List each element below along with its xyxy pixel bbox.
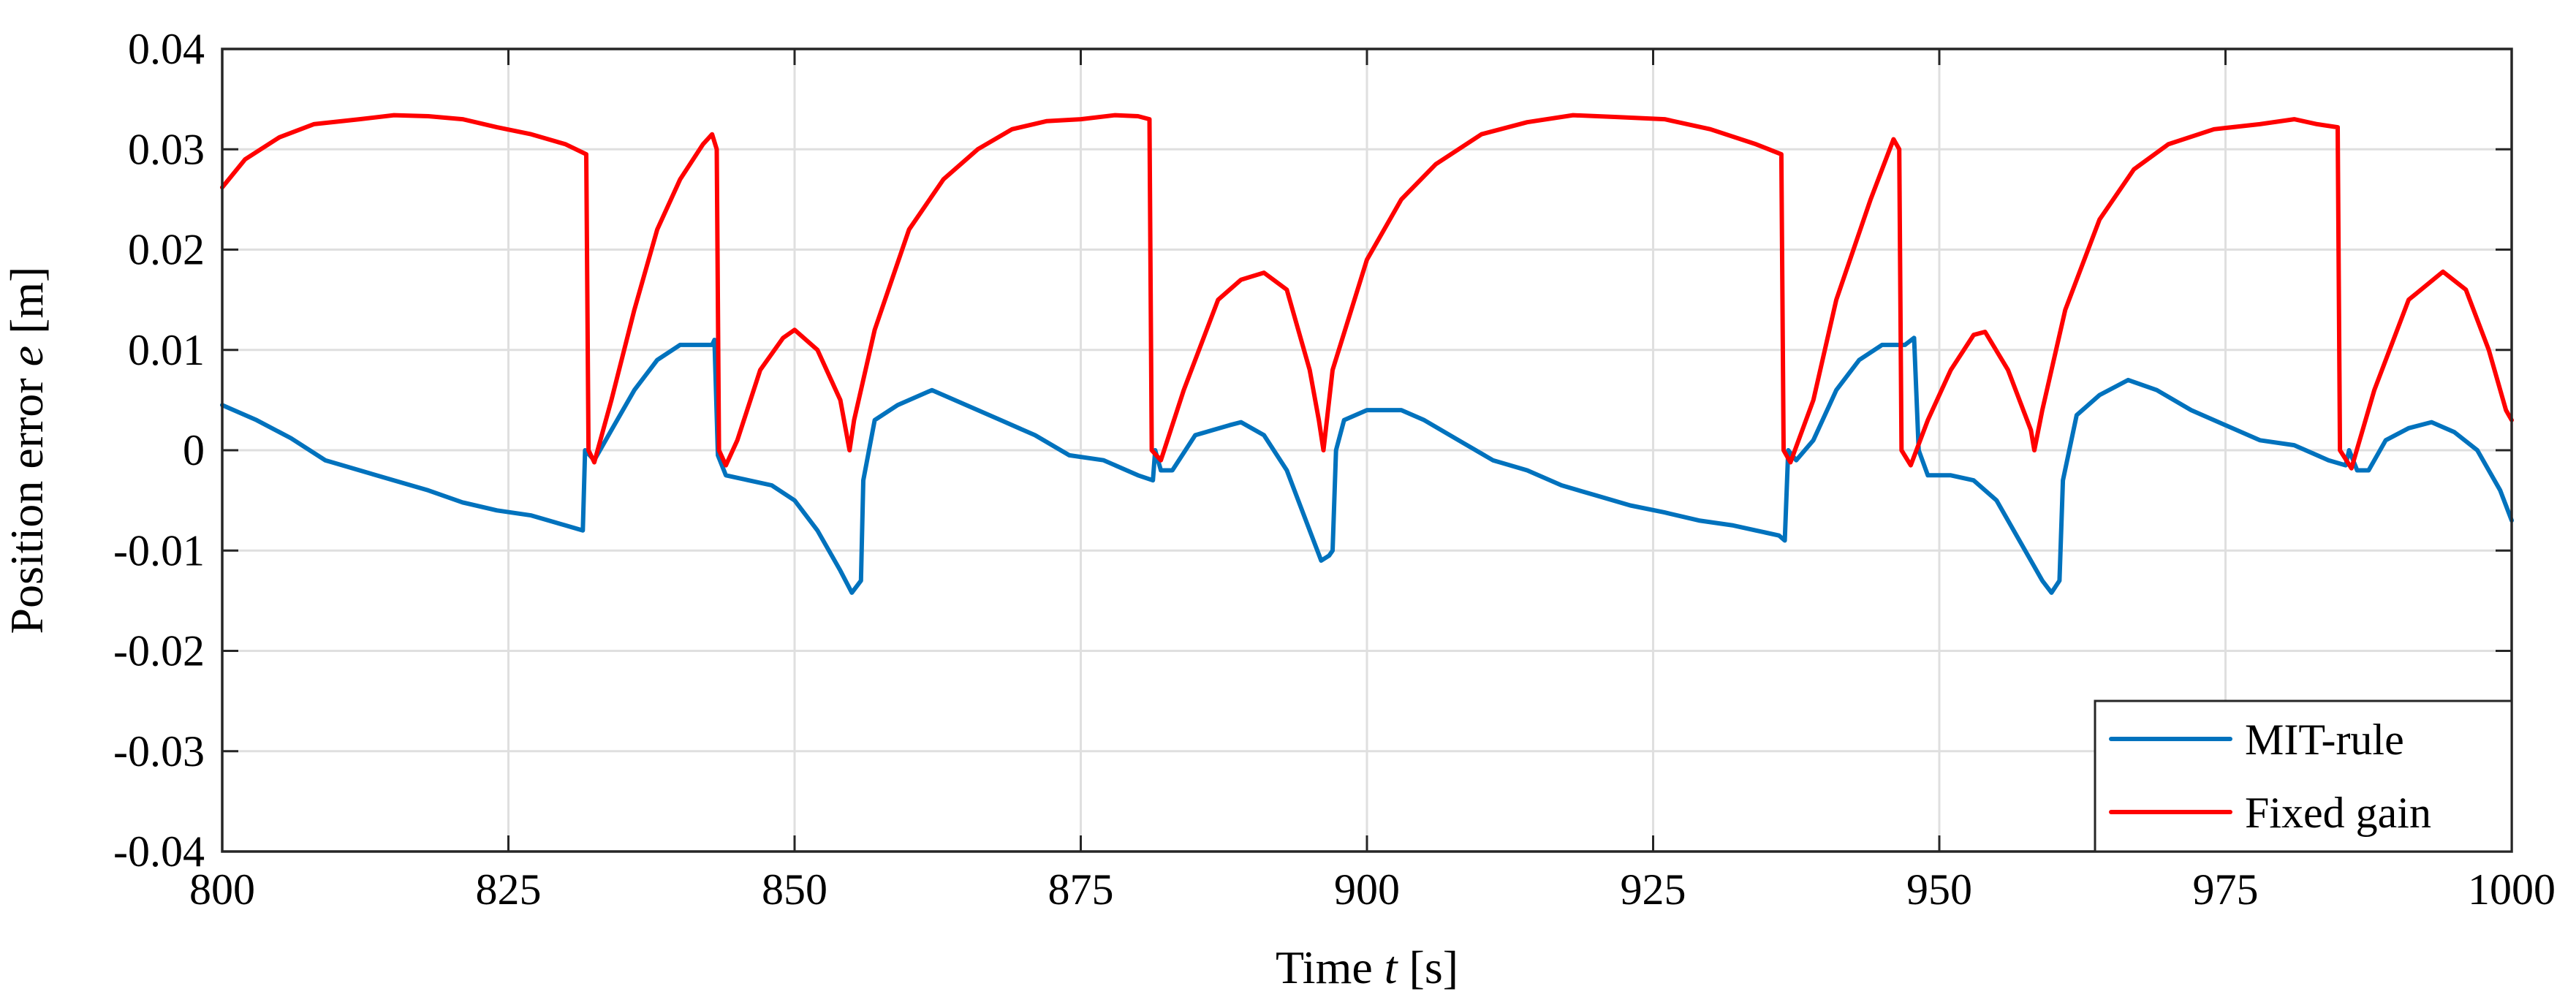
y-tick-label: 0.03	[128, 125, 205, 173]
x-tick-label: 975	[2193, 865, 2259, 914]
legend: MIT-rule Fixed gain	[2094, 699, 2513, 853]
x-tick-labels: 800 825 850 875 900 925 950 975 1000	[189, 865, 2556, 914]
x-axis-label: Time	[1276, 941, 1373, 993]
series-line-fixed-gain	[220, 113, 2514, 471]
x-axis-variable: t	[1384, 941, 1399, 993]
y-axis-unit: [m]	[1, 267, 53, 334]
y-tick-label: -0.02	[113, 627, 205, 675]
series-line-mit-rule	[220, 335, 2514, 595]
y-tick-label: -0.01	[113, 526, 205, 574]
x-axis-title: Time t [s]	[1276, 941, 1458, 993]
legend-label-mit-rule: MIT-rule	[2245, 716, 2404, 764]
legend-label-fixed-gain: Fixed gain	[2245, 789, 2431, 837]
x-tick-label: 950	[1906, 865, 1972, 914]
y-tick-label: 0.04	[128, 25, 205, 73]
y-tick-label: 0	[183, 426, 205, 474]
x-tick-label: 925	[1621, 865, 1686, 914]
legend-box	[2094, 699, 2513, 853]
x-tick-label: 850	[762, 865, 827, 914]
y-tick-label: 0.01	[128, 326, 205, 374]
x-tick-label: 900	[1334, 865, 1400, 914]
x-axis-unit: [s]	[1409, 941, 1459, 993]
y-tick-label: -0.04	[113, 827, 205, 876]
x-tick-label: 1000	[2468, 865, 2556, 914]
y-tick-label: -0.03	[113, 727, 205, 775]
series-layer	[220, 113, 2514, 595]
x-tick-label: 825	[476, 865, 542, 914]
x-tick-label: 800	[189, 865, 255, 914]
x-tick-label: 875	[1048, 865, 1114, 914]
y-tick-labels: -0.04 -0.03 -0.02 -0.01 0 0.01 0.02 0.03 0.04	[113, 25, 205, 876]
y-tick-label: 0.02	[128, 226, 205, 274]
y-axis-variable: e	[1, 346, 53, 366]
y-axis-title: Position error e [m]	[1, 267, 53, 634]
y-axis-label: Position error	[1, 378, 53, 634]
